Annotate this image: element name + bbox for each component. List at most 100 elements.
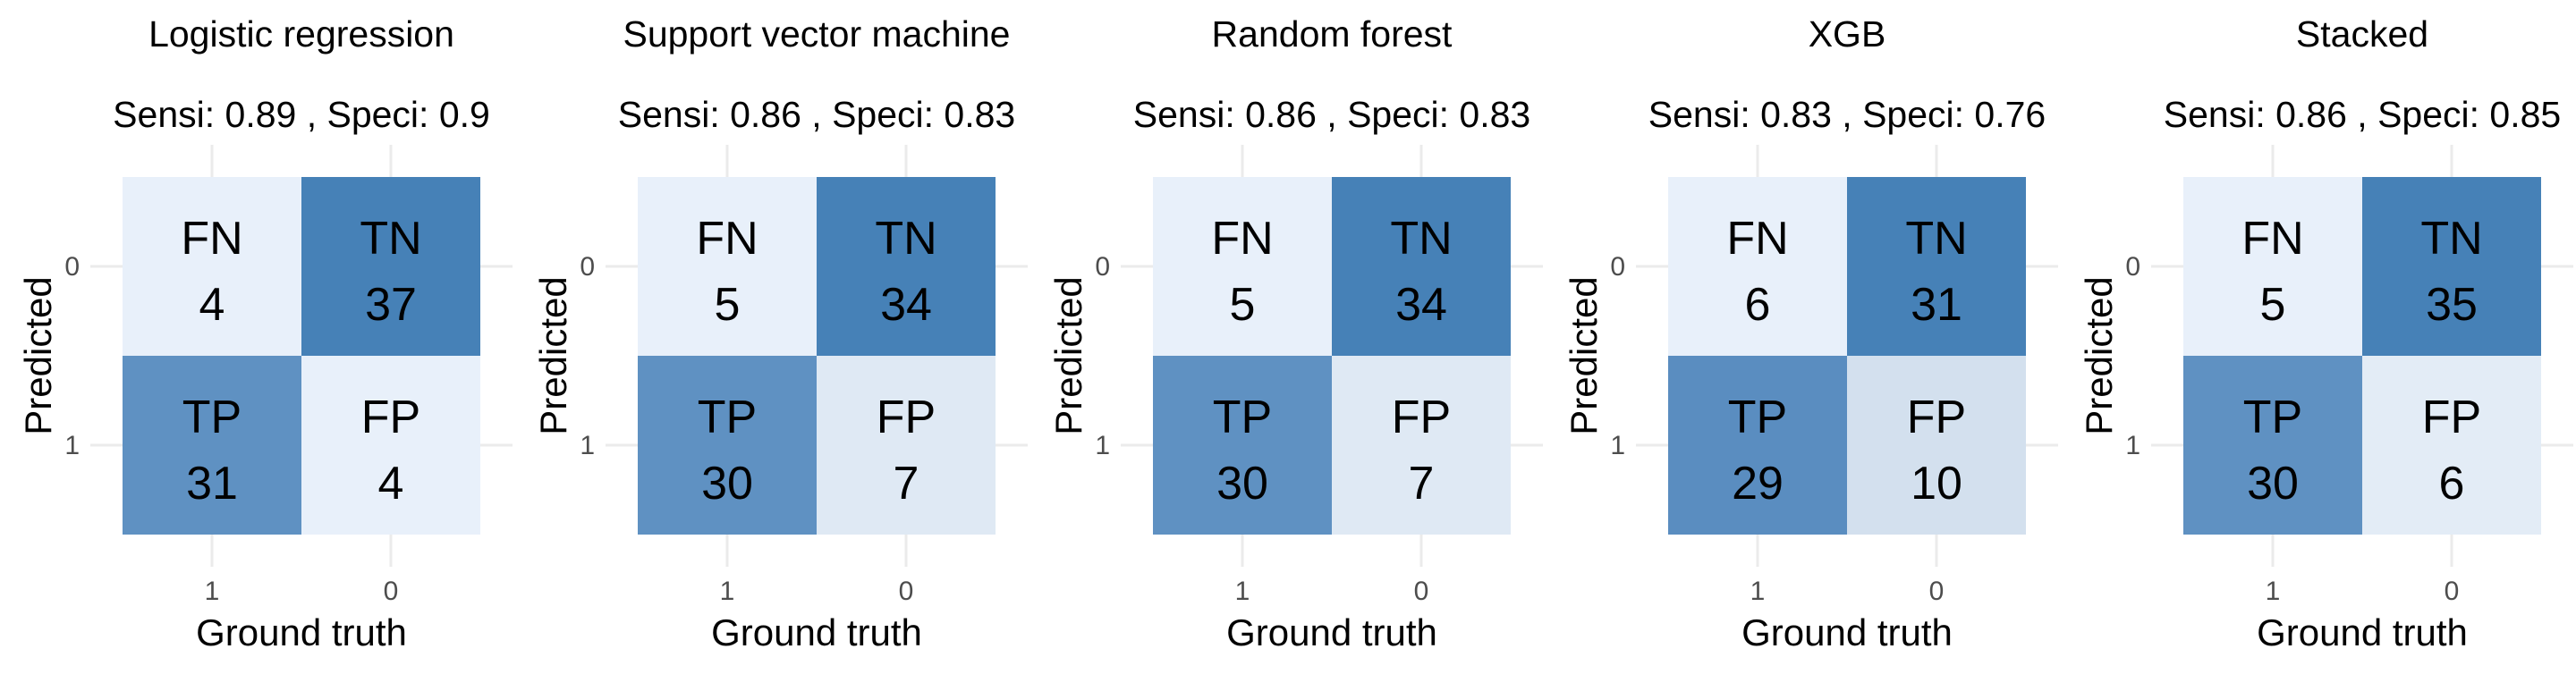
cell-value-fn: 5 [2260,279,2286,331]
cell-label-fp: FP [361,392,420,443]
y-axis-title: Predicted [1563,276,1605,434]
cell-value-tp: 29 [1732,458,1784,510]
y-tick-label: 1 [2125,431,2140,460]
cell-value-fp: 7 [894,458,919,510]
y-tick-label: 1 [580,431,595,460]
y-tick-label: 1 [1610,431,1625,460]
panel-subtitle: Sensi: 0.86 , Speci: 0.83 [618,94,1015,135]
y-tick-label: 0 [1095,252,1110,282]
y-axis-title: Predicted [532,276,574,434]
matrix-cell-tn [2362,177,2541,356]
matrix-cell-fp [817,356,996,535]
cell-label-fn: FN [1211,213,1273,265]
matrix-cell-tp [1668,356,1847,535]
x-tick-label: 1 [1750,577,1766,606]
cell-label-tp: TP [1213,392,1272,443]
cell-label-tn: TN [1390,213,1452,265]
cell-value-tp: 30 [701,458,753,510]
panel-title: Random forest [1212,13,1453,55]
x-tick-label: 1 [205,577,220,606]
cell-value-fp: 10 [1911,458,1962,510]
cell-value-fn: 5 [1230,279,1256,331]
cell-label-fn: FN [2241,213,2303,265]
panel-title: Stacked [2296,13,2428,55]
matrix-cell-tn [301,177,480,356]
cell-label-fp: FP [1392,392,1451,443]
matrix-cell-fn [1668,177,1847,356]
cell-label-fn: FN [1726,213,1788,265]
matrix-cell-fp [2362,356,2541,535]
cell-label-tp: TP [182,392,242,443]
cell-value-tp: 30 [2247,458,2299,510]
matrix-cell-tp [1153,356,1332,535]
cell-value-fp: 7 [1409,458,1435,510]
x-axis-title: Ground truth [1741,611,1953,653]
x-tick-label: 1 [1235,577,1250,606]
cell-label-tp: TP [1728,392,1787,443]
matrix-cell-tp [638,356,817,535]
cell-value-tn: 37 [365,279,417,331]
panel-subtitle: Sensi: 0.86 , Speci: 0.83 [1133,94,1530,135]
x-axis-title: Ground truth [711,611,922,653]
x-tick-label: 0 [899,577,914,606]
panel-subtitle: Sensi: 0.83 , Speci: 0.76 [1648,94,2046,135]
cell-value-fn: 6 [1745,279,1771,331]
matrix-cell-fp [301,356,480,535]
cell-label-tn: TN [360,213,421,265]
x-tick-label: 0 [2445,577,2460,606]
cell-value-tn: 34 [1395,279,1447,331]
y-tick-label: 1 [1095,431,1110,460]
matrix-cell-fn [123,177,301,356]
cell-label-fn: FN [696,213,758,265]
panel-subtitle: Sensi: 0.89 , Speci: 0.9 [113,94,490,135]
cell-value-tp: 31 [186,458,238,510]
x-axis-title: Ground truth [2257,611,2468,653]
cell-label-fn: FN [181,213,242,265]
y-tick-label: 0 [64,252,80,282]
x-axis-title: Ground truth [1226,611,1437,653]
y-axis-title: Predicted [17,276,59,434]
cell-value-fp: 4 [378,458,404,510]
cell-value-tp: 30 [1216,458,1268,510]
x-tick-label: 0 [384,577,399,606]
cell-value-fp: 6 [2439,458,2465,510]
matrix-cell-tp [123,356,301,535]
y-tick-label: 0 [1610,252,1625,282]
cell-label-tn: TN [2420,213,2482,265]
y-axis-title: Predicted [2078,276,2120,434]
matrix-cell-tn [1332,177,1511,356]
cell-value-tn: 34 [880,279,932,331]
cell-value-fn: 5 [715,279,741,331]
matrix-cell-fp [1847,356,2026,535]
y-tick-label: 1 [64,431,80,460]
panel-subtitle: Sensi: 0.86 , Speci: 0.85 [2164,94,2561,135]
matrix-cell-tn [1847,177,2026,356]
cell-value-tn: 31 [1911,279,1962,331]
x-tick-label: 1 [2266,577,2281,606]
matrix-cell-fn [2183,177,2362,356]
panel-title: XGB [1809,13,1886,55]
x-tick-label: 0 [1414,577,1429,606]
cell-label-fp: FP [877,392,936,443]
y-axis-title: Predicted [1047,276,1089,434]
matrix-cell-fp [1332,356,1511,535]
y-tick-label: 0 [580,252,595,282]
y-tick-label: 0 [2125,252,2140,282]
matrix-cell-fn [638,177,817,356]
cell-label-tn: TN [1905,213,1967,265]
cell-label-tn: TN [875,213,936,265]
cell-label-fp: FP [1907,392,1966,443]
cell-value-fn: 4 [199,279,225,331]
x-tick-label: 1 [720,577,735,606]
panel-title: Support vector machine [623,13,1010,55]
cell-label-tp: TP [698,392,757,443]
panel-title: Logistic regression [148,13,454,55]
x-tick-label: 0 [1929,577,1945,606]
cell-label-tp: TP [2243,392,2302,443]
matrix-cell-tp [2183,356,2362,535]
x-axis-title: Ground truth [196,611,407,653]
cell-value-tn: 35 [2426,279,2478,331]
cell-label-fp: FP [2422,392,2481,443]
